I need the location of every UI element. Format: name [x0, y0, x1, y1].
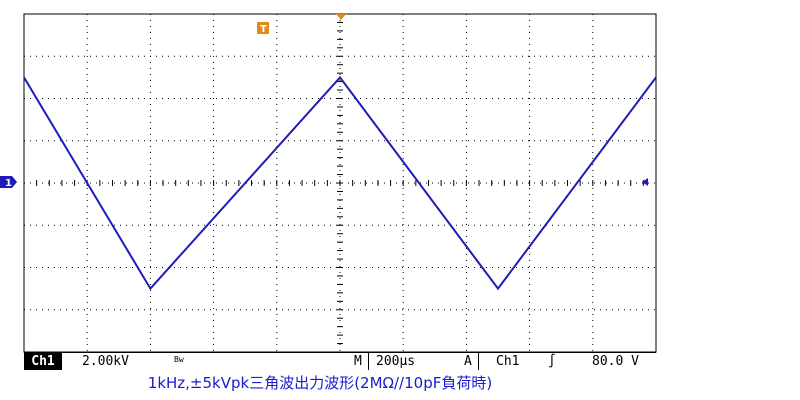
- trigger-source: Ch1: [496, 354, 520, 369]
- graticule: [23, 13, 657, 353]
- trigger-slope-icon: ∫: [548, 354, 556, 369]
- acquire-label: A: [464, 354, 472, 369]
- trigger-t-label: T: [260, 24, 267, 35]
- status-bar: Ch1 2.00kV Bw M 200µs A Ch1 ∫ 80.0 V: [24, 352, 656, 370]
- trigger-t-marker[interactable]: T: [257, 22, 269, 35]
- bandwidth-limit-icon: Bw: [174, 355, 184, 364]
- trigger-level-marker[interactable]: [642, 178, 648, 186]
- timebase-label: M: [354, 354, 362, 369]
- channel-1-marker-label: 1: [5, 178, 12, 189]
- oscilloscope-screen: 1 T Ch1 2.00kV Bw M 200µs A Ch1 ∫ 80.0 V: [0, 13, 657, 370]
- time-per-div: 200µs: [376, 354, 416, 369]
- figure-caption: 1kHz,±5kVpk三角波出力波形(2MΩ//10pF負荷時): [147, 374, 493, 392]
- trace-layer: [23, 75, 657, 291]
- volts-per-div: 2.00kV: [82, 354, 129, 369]
- channel-1-marker[interactable]: 1: [0, 176, 17, 189]
- oscilloscope-display: 1 T: [0, 13, 657, 353]
- trigger-level: 80.0 V: [592, 354, 639, 369]
- channel-badge[interactable]: Ch1: [24, 353, 62, 370]
- marker-layer: 1 T: [0, 14, 648, 189]
- trigger-position-marker[interactable]: [336, 14, 346, 20]
- ch1-waveform-trace: [23, 75, 657, 291]
